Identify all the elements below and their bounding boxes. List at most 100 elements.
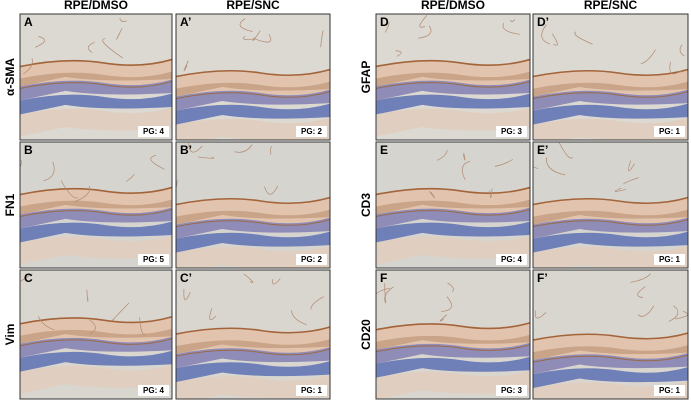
fiber — [254, 34, 272, 43]
fiber — [447, 282, 454, 292]
row-label: FN1 — [3, 193, 17, 216]
stain-line — [533, 196, 688, 206]
pg-score: PG: 1 — [659, 386, 680, 395]
tissue-layer — [533, 117, 688, 140]
fiber — [176, 180, 178, 190]
tissue-layer — [376, 107, 530, 137]
tissue-layer — [176, 361, 330, 383]
fiber — [139, 317, 146, 335]
tissue-layer — [176, 245, 330, 268]
panel-letter: F — [380, 271, 387, 285]
panel-letter: C’ — [180, 271, 192, 285]
panel-border — [375, 13, 531, 141]
tissue — [376, 142, 530, 268]
fiber — [23, 58, 33, 75]
pg-box — [496, 385, 527, 396]
fiber — [429, 191, 435, 199]
micrograph-panel: E’ PG: 1 — [532, 141, 689, 269]
tissue-layer — [176, 81, 330, 97]
tissue-layer — [376, 207, 530, 229]
tissue-layer — [176, 103, 330, 125]
fiber — [558, 142, 574, 159]
tissue — [176, 270, 330, 399]
fiber — [37, 316, 55, 331]
fiber — [637, 305, 655, 317]
fiber — [502, 22, 520, 35]
fiber — [384, 286, 394, 304]
stain-line — [533, 354, 688, 363]
micrograph-panel: C PG: 4 — [19, 269, 173, 400]
panel-border — [375, 269, 531, 400]
tissue — [376, 14, 530, 140]
tissue-layer — [376, 334, 530, 350]
fiber — [509, 19, 515, 23]
pg-score: PG: 2 — [301, 127, 322, 136]
stain-line — [176, 196, 330, 206]
fiber — [198, 156, 215, 159]
column-header: RPE/DMSO — [421, 0, 485, 12]
panel-letter: A — [24, 15, 33, 29]
fiber — [395, 50, 402, 57]
fiber — [630, 273, 651, 283]
fiber — [320, 30, 324, 48]
stain-line — [176, 326, 330, 335]
tissue-layer — [20, 364, 172, 394]
stain-line — [533, 68, 688, 78]
fiber — [541, 24, 550, 45]
panel-letter: E’ — [537, 143, 548, 157]
tissue-layer — [20, 93, 172, 115]
fiber — [441, 296, 452, 312]
fiber — [60, 180, 79, 199]
micrograph-panel: B’ PG: 2 — [175, 141, 331, 269]
fiber — [551, 33, 558, 46]
fiber — [640, 49, 656, 65]
pg-score: PG: 3 — [501, 127, 522, 136]
fiber — [86, 289, 89, 302]
pg-score: PG: 4 — [143, 127, 164, 136]
stain-line — [533, 219, 688, 228]
row-label: CD20 — [359, 319, 373, 350]
tissue-layer — [376, 370, 530, 399]
fiber — [614, 187, 627, 192]
micrograph-panel: F’ PG: 1 — [532, 269, 689, 400]
fiber — [74, 185, 91, 203]
tissue — [533, 270, 688, 399]
fiber — [669, 61, 683, 75]
tissue-layer — [533, 231, 688, 253]
tissue-layer — [376, 235, 530, 265]
tissue-layer — [376, 93, 530, 115]
fiber — [574, 31, 593, 45]
tissue-layer — [533, 217, 688, 239]
panel-letter: D’ — [537, 15, 549, 29]
stain-line — [533, 91, 688, 100]
tissue — [533, 142, 688, 268]
tissue-layer — [176, 209, 330, 225]
tissue-layer — [20, 221, 172, 243]
tissue-layer — [20, 207, 172, 229]
stain-line — [20, 208, 172, 218]
micrograph-panel: E PG: 4 — [375, 141, 531, 269]
column-header: RPE/SNC — [584, 0, 638, 12]
tissue — [20, 142, 172, 268]
fiber — [183, 289, 191, 301]
panel-border — [532, 141, 689, 269]
tissue-layer — [376, 342, 530, 364]
tissue — [176, 14, 330, 140]
fiber — [188, 143, 203, 153]
fiber — [20, 160, 22, 168]
tissue-layer — [20, 107, 172, 137]
pg-score: PG: 3 — [501, 386, 522, 395]
fiber — [111, 302, 130, 321]
fiber — [436, 149, 448, 161]
pg-score: PG: 1 — [659, 255, 680, 264]
row-label: CD3 — [359, 193, 373, 217]
pg-box — [296, 385, 327, 396]
pg-box — [296, 254, 327, 265]
stain-line — [176, 68, 330, 78]
fiber — [270, 146, 273, 155]
panel-border — [532, 269, 689, 400]
pg-score: PG: 4 — [143, 386, 164, 395]
stain-line — [176, 91, 330, 100]
fiber — [628, 160, 635, 172]
stain-line — [20, 338, 172, 347]
